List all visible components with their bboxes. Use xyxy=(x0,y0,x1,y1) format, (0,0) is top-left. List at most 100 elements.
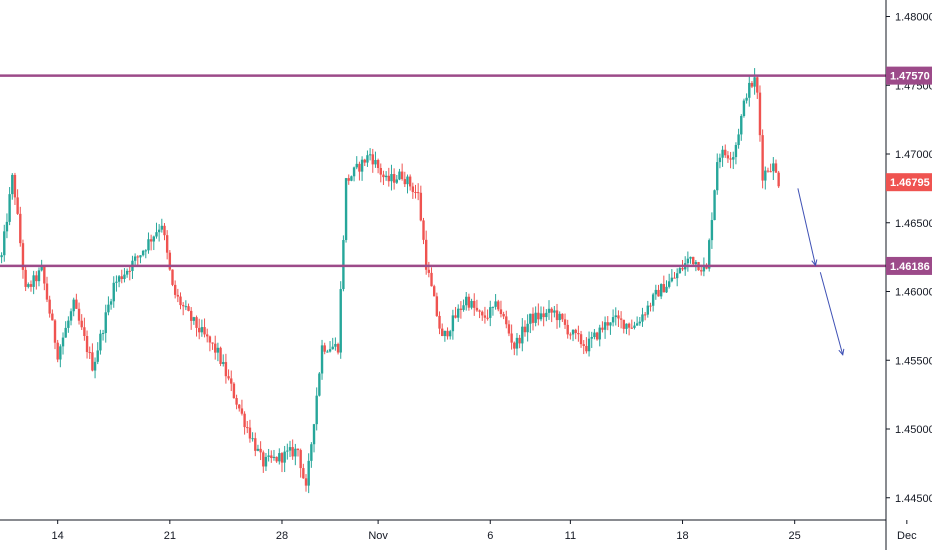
candle xyxy=(256,444,260,452)
candle xyxy=(478,309,481,319)
candle xyxy=(264,453,268,472)
candle xyxy=(545,309,548,322)
candle xyxy=(184,300,188,311)
candle xyxy=(91,343,94,372)
candle xyxy=(240,399,244,416)
candle xyxy=(603,316,607,339)
candle xyxy=(558,311,561,328)
candle xyxy=(331,337,334,350)
candle xyxy=(352,166,356,182)
candle xyxy=(155,222,158,239)
candle xyxy=(606,316,609,331)
candle xyxy=(198,318,201,340)
candle xyxy=(37,267,41,287)
candle xyxy=(398,168,401,181)
candle xyxy=(5,213,9,239)
candle xyxy=(689,256,692,264)
candle xyxy=(622,319,625,334)
candle xyxy=(710,212,714,249)
candle xyxy=(53,319,57,350)
candle xyxy=(251,432,254,442)
candles-layer xyxy=(0,68,780,494)
candle xyxy=(470,298,473,310)
candle xyxy=(657,284,660,297)
candle xyxy=(152,235,156,251)
candle xyxy=(446,327,449,340)
candle xyxy=(638,317,641,326)
candle xyxy=(686,251,690,272)
candle xyxy=(59,344,62,368)
candle xyxy=(8,187,11,226)
candle xyxy=(422,217,425,245)
candle xyxy=(769,163,772,173)
trend-arrow[interactable] xyxy=(819,272,845,356)
candle xyxy=(438,311,441,335)
candle xyxy=(24,265,27,292)
candle xyxy=(713,189,716,221)
candle xyxy=(587,331,591,357)
candle xyxy=(563,313,567,329)
candle xyxy=(168,250,172,271)
candle xyxy=(109,298,113,310)
candle xyxy=(772,157,775,181)
candle xyxy=(435,292,439,317)
candle xyxy=(467,293,471,311)
candle xyxy=(83,317,86,341)
levels-layer xyxy=(0,74,886,268)
candle xyxy=(173,280,177,299)
candle xyxy=(561,313,564,322)
candle xyxy=(246,420,249,434)
candle xyxy=(157,224,161,242)
candle xyxy=(529,313,532,334)
candle xyxy=(141,249,145,257)
candle xyxy=(107,296,110,316)
candle xyxy=(761,129,764,189)
candle xyxy=(77,302,81,325)
candle xyxy=(262,450,265,473)
candle xyxy=(424,230,428,275)
candle xyxy=(489,300,492,327)
y-tick-label: 1.46500 xyxy=(895,218,932,230)
candle xyxy=(459,301,463,319)
candle xyxy=(729,151,732,169)
candle xyxy=(465,292,468,311)
candle xyxy=(440,323,444,337)
candle xyxy=(176,288,180,303)
candle xyxy=(566,319,569,339)
candle xyxy=(539,306,543,322)
price-labels-layer: 1.47570 1.46186 1.46795 xyxy=(886,66,932,275)
trend-arrow[interactable] xyxy=(797,188,818,267)
candle xyxy=(627,322,631,336)
candle xyxy=(526,314,529,342)
candle xyxy=(726,151,730,163)
y-tick-label: 1.48000 xyxy=(895,12,932,24)
candle xyxy=(238,404,241,412)
candle xyxy=(542,306,545,327)
candle xyxy=(750,81,754,89)
candle xyxy=(3,224,6,262)
candle xyxy=(29,280,33,292)
candle xyxy=(513,341,516,356)
candle xyxy=(590,331,593,348)
candle xyxy=(171,269,174,287)
candle xyxy=(609,322,612,335)
x-tick-label: 11 xyxy=(565,530,576,542)
candle xyxy=(641,307,644,327)
candle xyxy=(254,432,257,457)
candle xyxy=(315,387,318,431)
level-price-label: 1.47570 xyxy=(886,66,932,85)
candle xyxy=(419,185,423,222)
candle xyxy=(93,357,97,379)
candle xyxy=(288,440,292,458)
candle xyxy=(195,315,198,337)
candle xyxy=(451,309,455,340)
candle xyxy=(774,159,778,173)
candle xyxy=(224,353,228,384)
candle xyxy=(408,174,412,191)
candle xyxy=(582,340,585,355)
arrows-layer xyxy=(797,188,845,356)
candle xyxy=(579,330,583,348)
candle xyxy=(144,249,147,259)
